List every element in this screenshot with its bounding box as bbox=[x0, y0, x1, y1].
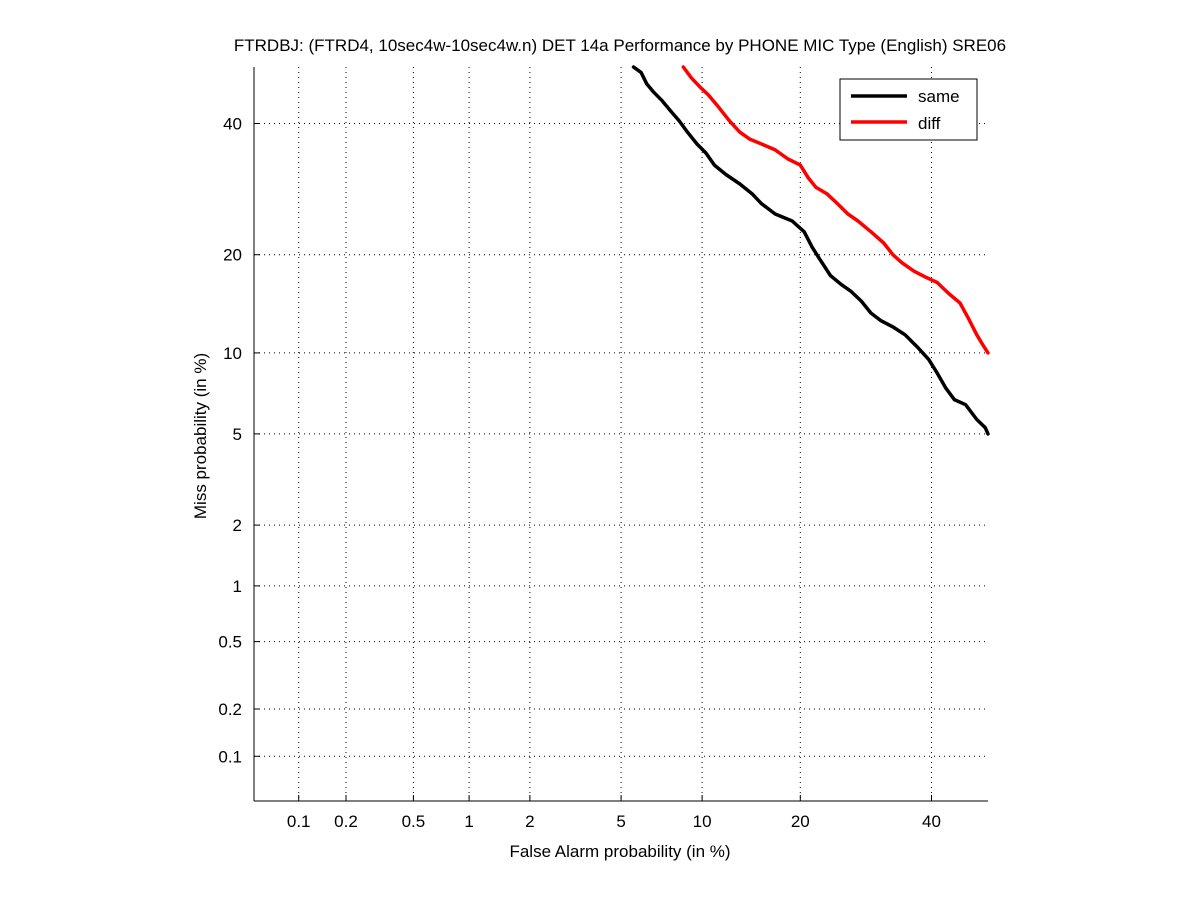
y-tick-label: 2 bbox=[233, 516, 242, 535]
y-tick-label: 0.2 bbox=[218, 700, 242, 719]
y-tick-label: 1 bbox=[233, 577, 242, 596]
x-tick-label: 0.1 bbox=[287, 812, 311, 831]
plot-area bbox=[254, 67, 988, 801]
x-tick-label: 0.2 bbox=[334, 812, 358, 831]
x-tick-label: 10 bbox=[693, 812, 712, 831]
legend-label-diff: diff bbox=[918, 114, 941, 133]
legend: same diff bbox=[839, 78, 978, 141]
series-lines bbox=[631, 65, 990, 436]
y-tick-label: 5 bbox=[233, 425, 242, 444]
x-tick-label: 0.5 bbox=[402, 812, 426, 831]
chart-title: FTRDBJ: (FTRD4, 10sec4w-10sec4w.n) DET 1… bbox=[234, 36, 1006, 55]
legend-label-same: same bbox=[918, 87, 960, 106]
x-tick-label: 20 bbox=[791, 812, 810, 831]
x-tick-label: 40 bbox=[922, 812, 941, 831]
x-axis-label: False Alarm probability (in %) bbox=[509, 842, 730, 861]
x-tick-label: 5 bbox=[616, 812, 625, 831]
x-tick-label: 2 bbox=[525, 812, 534, 831]
y-tick-label: 10 bbox=[223, 344, 242, 363]
tick-labels: 0.1 0.2 0.5 1 2 5 10 20 40 0.1 0.2 0.5 1 2 5 10 20 40 bbox=[218, 115, 941, 832]
series-line-same bbox=[631, 65, 990, 436]
series-line-diff bbox=[681, 65, 990, 355]
y-tick-label: 20 bbox=[223, 246, 242, 265]
x-tick-label: 1 bbox=[464, 812, 473, 831]
y-tick-label: 0.1 bbox=[218, 747, 242, 766]
legend-box bbox=[839, 78, 978, 141]
y-tick-label: 0.5 bbox=[218, 633, 242, 652]
y-axis-label: Miss probability (in %) bbox=[191, 353, 210, 519]
axes bbox=[253, 67, 988, 802]
y-tick-label: 40 bbox=[223, 115, 242, 134]
